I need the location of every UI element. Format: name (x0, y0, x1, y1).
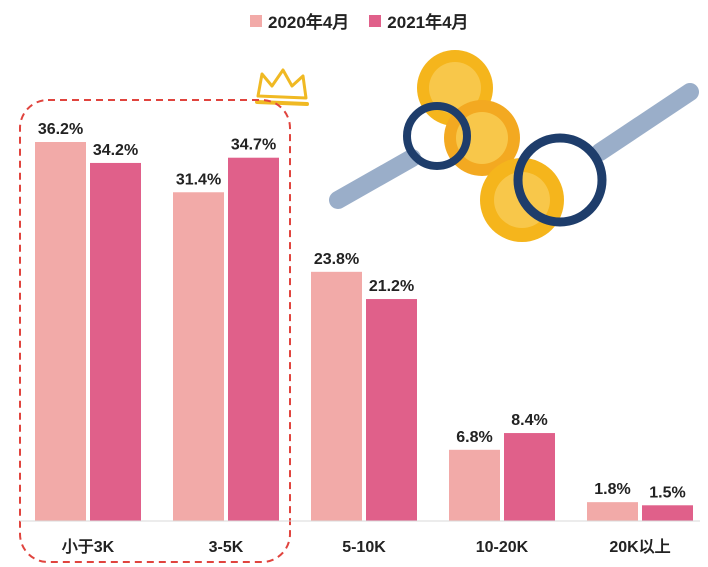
data-label-1-3: 8.4% (511, 412, 547, 429)
legend-swatch-2020 (250, 14, 262, 27)
bar-1-4 (642, 505, 693, 521)
data-label-0-2: 23.8% (314, 251, 359, 268)
legend-item-2020: 2020年4月 (250, 8, 349, 33)
bar-0-2 (311, 271, 362, 521)
bars-layer: 36.2% 34.2% 小于3K 31.4% 34.7% 3-5K 23.8% 21.2% 5-… (35, 121, 693, 556)
data-label-1-0: 34.2% (93, 142, 138, 159)
x-tick-label-4: 20K以上 (609, 538, 670, 556)
data-label-0-4: 1.8% (594, 481, 630, 498)
magnifier-handle (591, 83, 699, 161)
data-label-1-2: 21.2% (369, 278, 414, 295)
x-tick-label-1: 3-5K (209, 539, 244, 556)
data-label-0-0: 36.2% (38, 121, 83, 138)
x-tick-label-2: 5-10K (342, 539, 386, 556)
legend-swatch-2021 (369, 14, 382, 27)
highlight-box (19, 99, 291, 563)
magnifier-coins-illustration (329, 50, 699, 242)
data-label-0-3: 6.8% (456, 429, 492, 446)
magnifier-lens-icon (403, 102, 471, 170)
data-label-0-1: 31.4% (176, 171, 221, 188)
bar-0-0 (35, 142, 86, 521)
bar-0-1 (173, 192, 224, 521)
bar-1-0 (90, 162, 141, 522)
x-tick-label-0: 小于3K (62, 538, 115, 556)
data-label-1-4: 1.5% (649, 484, 685, 501)
coin-icon (429, 62, 481, 114)
bar-1-1 (228, 157, 279, 522)
magnifier-handle (329, 149, 421, 209)
crown-icon (255, 68, 309, 106)
x-tick-label-3: 10-20K (476, 539, 529, 556)
legend-item-2021: 2021年4月 (369, 8, 469, 33)
legend-label-2020: 2020年4月 (268, 13, 350, 32)
magnifier-lens-icon (513, 133, 607, 227)
legend: 2020年4月 2021年4月 (250, 8, 469, 33)
bar-0-3 (449, 449, 500, 521)
bar-1-2 (366, 299, 417, 521)
bar-1-3 (504, 433, 555, 521)
bar-0-4 (587, 502, 638, 521)
legend-label-2021: 2021年4月 (387, 13, 469, 32)
data-label-1-1: 34.7% (231, 137, 276, 154)
